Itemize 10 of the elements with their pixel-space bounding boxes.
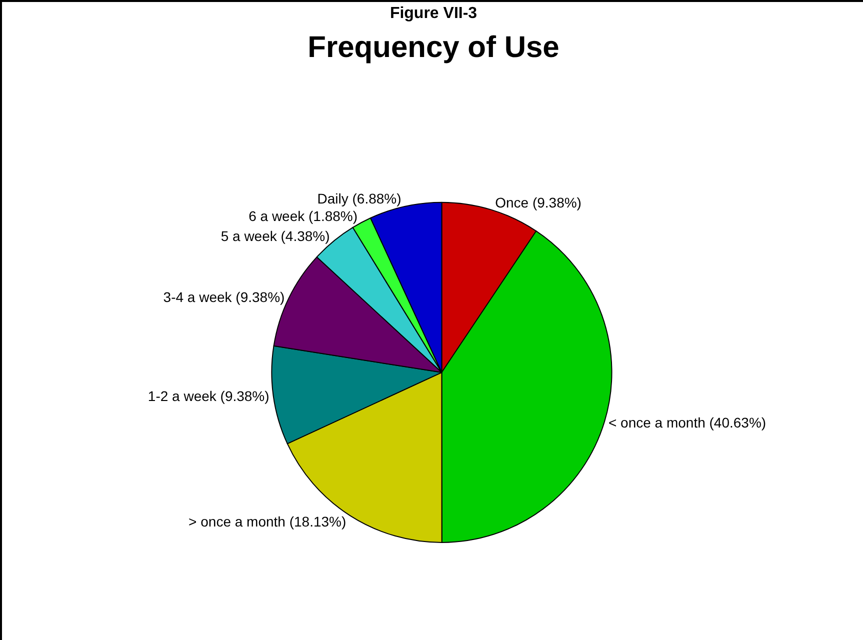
chart-subtitle: Figure VII-3 bbox=[390, 5, 478, 22]
chart-title: Frequency of Use bbox=[308, 31, 560, 64]
slice-label: 5 a week (4.38%) bbox=[220, 228, 330, 244]
slice-label: 6 a week (1.88%) bbox=[248, 208, 358, 224]
slice-label: 3-4 a week (9.38%) bbox=[163, 288, 285, 305]
slice-label: Once (9.38%) bbox=[495, 194, 582, 210]
slice-label: < once a month (40.63%) bbox=[608, 414, 766, 430]
slice-label: 1-2 a week (9.38%) bbox=[148, 388, 270, 404]
slice-label: > once a month (18.13%) bbox=[188, 513, 346, 530]
slice-label: Daily (6.88%) bbox=[317, 190, 402, 207]
